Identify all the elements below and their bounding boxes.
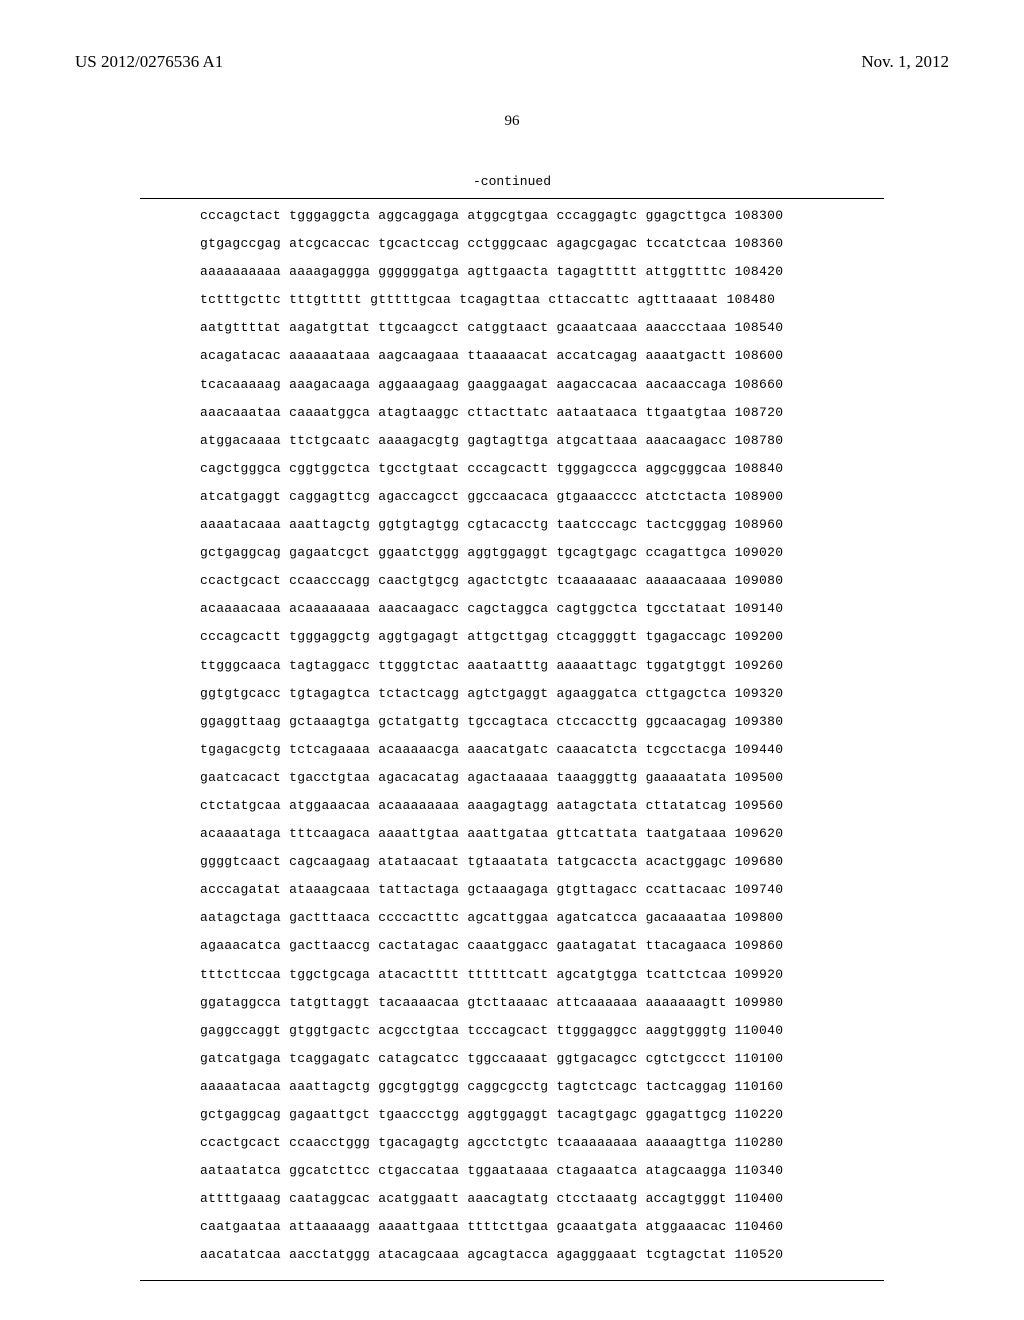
page: US 2012/0276536 A1 Nov. 1, 2012 96 -cont… bbox=[0, 0, 1024, 1320]
publication-date: Nov. 1, 2012 bbox=[861, 52, 949, 72]
publication-number: US 2012/0276536 A1 bbox=[75, 52, 223, 72]
top-rule bbox=[140, 198, 884, 199]
page-number: 96 bbox=[0, 113, 1024, 130]
sequence-block: cccagctact tgggaggcta aggcaggaga atggcgt… bbox=[200, 202, 783, 1270]
continued-label: -continued bbox=[0, 174, 1024, 189]
bottom-rule bbox=[140, 1280, 884, 1281]
